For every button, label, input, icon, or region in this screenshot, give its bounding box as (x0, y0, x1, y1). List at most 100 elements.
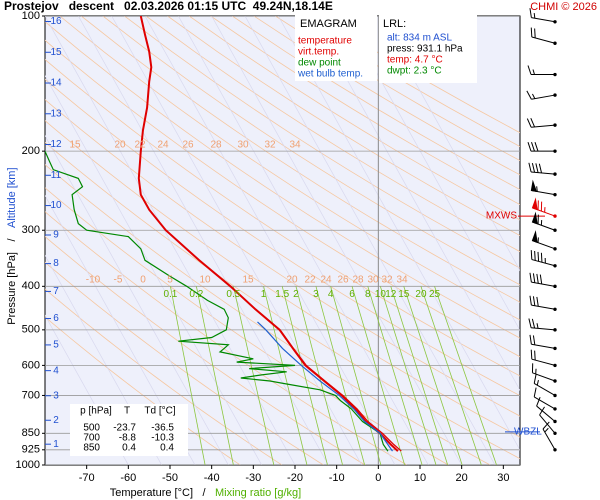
barb-shaft (532, 372, 556, 382)
barb-half (536, 380, 539, 386)
isotherm-diagonal (344, 16, 520, 332)
dry-adiabat (45, 99, 520, 417)
barb-shaft (531, 358, 556, 366)
y-axis-label-secondary: Altitude [km] (6, 167, 18, 228)
mixing-ratio-label: 8 (365, 289, 371, 300)
adiabat-label: 22 (304, 275, 316, 286)
mixing-ratio-line (170, 286, 206, 465)
barb-station (553, 407, 557, 411)
adiabat-label: 26 (337, 275, 349, 286)
barb-station (553, 41, 557, 45)
barb-station (553, 228, 557, 232)
dry-adiabat (102, 16, 520, 286)
barb-station (553, 93, 557, 97)
mixing-ratio-line (195, 286, 234, 465)
barb-full (529, 272, 532, 283)
y-axis-label: Pressure [hPa] (6, 252, 18, 325)
y-tick-label: 850 (22, 427, 40, 439)
y-tick-label: 600 (22, 359, 40, 371)
y-tick-label: 700 (22, 389, 40, 401)
profile-line (257, 321, 393, 452)
barb-full (527, 142, 532, 152)
barb-full (528, 318, 532, 328)
altitude-label: 12 (50, 139, 62, 150)
isotherm-diagonal (45, 314, 129, 465)
barb-full (535, 163, 539, 173)
lrl-press: press: 931.1 hPa (387, 44, 463, 55)
table-cell: 500 (83, 423, 100, 434)
barb-station (553, 149, 557, 153)
barb-full (537, 251, 540, 262)
table-cell: 850 (83, 443, 100, 454)
adiabat-label: -5 (114, 275, 123, 286)
barb-station (553, 214, 557, 218)
barb-shaft (531, 327, 556, 331)
altitude-label: 8 (53, 258, 59, 269)
barb-full (536, 397, 541, 407)
isotherm-diagonal (45, 16, 296, 465)
isotherm-diagonal (311, 16, 520, 391)
x-tick-label: 20 (456, 472, 468, 484)
isotherm-diagonal (78, 16, 329, 465)
chart-title: Prostejov descent 02.03.2026 01:15 UTC 4… (4, 0, 333, 13)
mixing-ratio-line (390, 286, 449, 465)
adiabat-label: 5 (167, 275, 173, 286)
barb-full (536, 296, 539, 307)
altitude-label: 10 (50, 200, 62, 211)
barb-full (531, 162, 536, 173)
mixing-ratio-line (281, 286, 328, 465)
wind-barb (528, 162, 557, 176)
barb-shaft (531, 259, 556, 267)
mixing-ratio-line (434, 286, 497, 465)
table-header: T (124, 406, 130, 417)
barb-station (553, 419, 557, 424)
plot-content (45, 16, 520, 465)
legend-entry: wet bulb temp. (297, 69, 363, 80)
altitude-label: 9 (53, 230, 59, 241)
mixing-ratio-line (263, 286, 308, 465)
wind-barb (526, 118, 557, 128)
barb-shaft (531, 17, 556, 23)
barb-half (532, 69, 535, 75)
mixing-ratio-label: 15 (398, 289, 410, 300)
dry-adiabat (45, 59, 520, 377)
barb-station (553, 379, 557, 383)
wind-barb (533, 387, 557, 411)
barb-half (532, 93, 536, 99)
barb-full (529, 334, 532, 345)
mixing-ratio-label: 20 (415, 289, 427, 300)
barb-full (534, 142, 539, 152)
wbzl-label: WBZL (514, 427, 542, 438)
mixing-ratio-label: 0.2 (189, 289, 203, 300)
barb-full (531, 142, 535, 152)
barb-full (532, 273, 536, 283)
barb-station (553, 431, 557, 436)
barb-station (553, 20, 557, 24)
altitude-label: 2 (53, 415, 59, 426)
adiabat-label: 24 (320, 275, 332, 286)
legend-title: EMAGRAM (300, 18, 357, 30)
wind-barb (527, 65, 557, 77)
table-cell: -10.3 (151, 433, 174, 444)
mixing-ratio-label: 1 (261, 289, 267, 300)
adiabat-label: 30 (367, 275, 379, 286)
wind-barb (530, 349, 557, 368)
isotherm-diagonal (45, 194, 196, 465)
barb-station (553, 448, 557, 452)
isotherm-diagonal (211, 16, 462, 465)
y-tick-label: 925 (22, 444, 40, 456)
wind-barb (528, 318, 557, 332)
lrl-dwpt: dwpt: 2.3 °C (387, 66, 442, 77)
legend-entry: virt.temp. (298, 47, 339, 58)
adiabat-label: 24 (157, 140, 169, 151)
altitude-label: 14 (50, 78, 62, 89)
barb-full (529, 8, 532, 18)
barb-full (534, 350, 536, 361)
barb-full (530, 27, 533, 38)
mixing-ratio-label: 2 (293, 289, 299, 300)
wind-barb (530, 179, 557, 197)
y-tick-label: 1000 (16, 459, 40, 471)
table-cell: 700 (83, 433, 100, 444)
profile-line (165, 229, 402, 452)
